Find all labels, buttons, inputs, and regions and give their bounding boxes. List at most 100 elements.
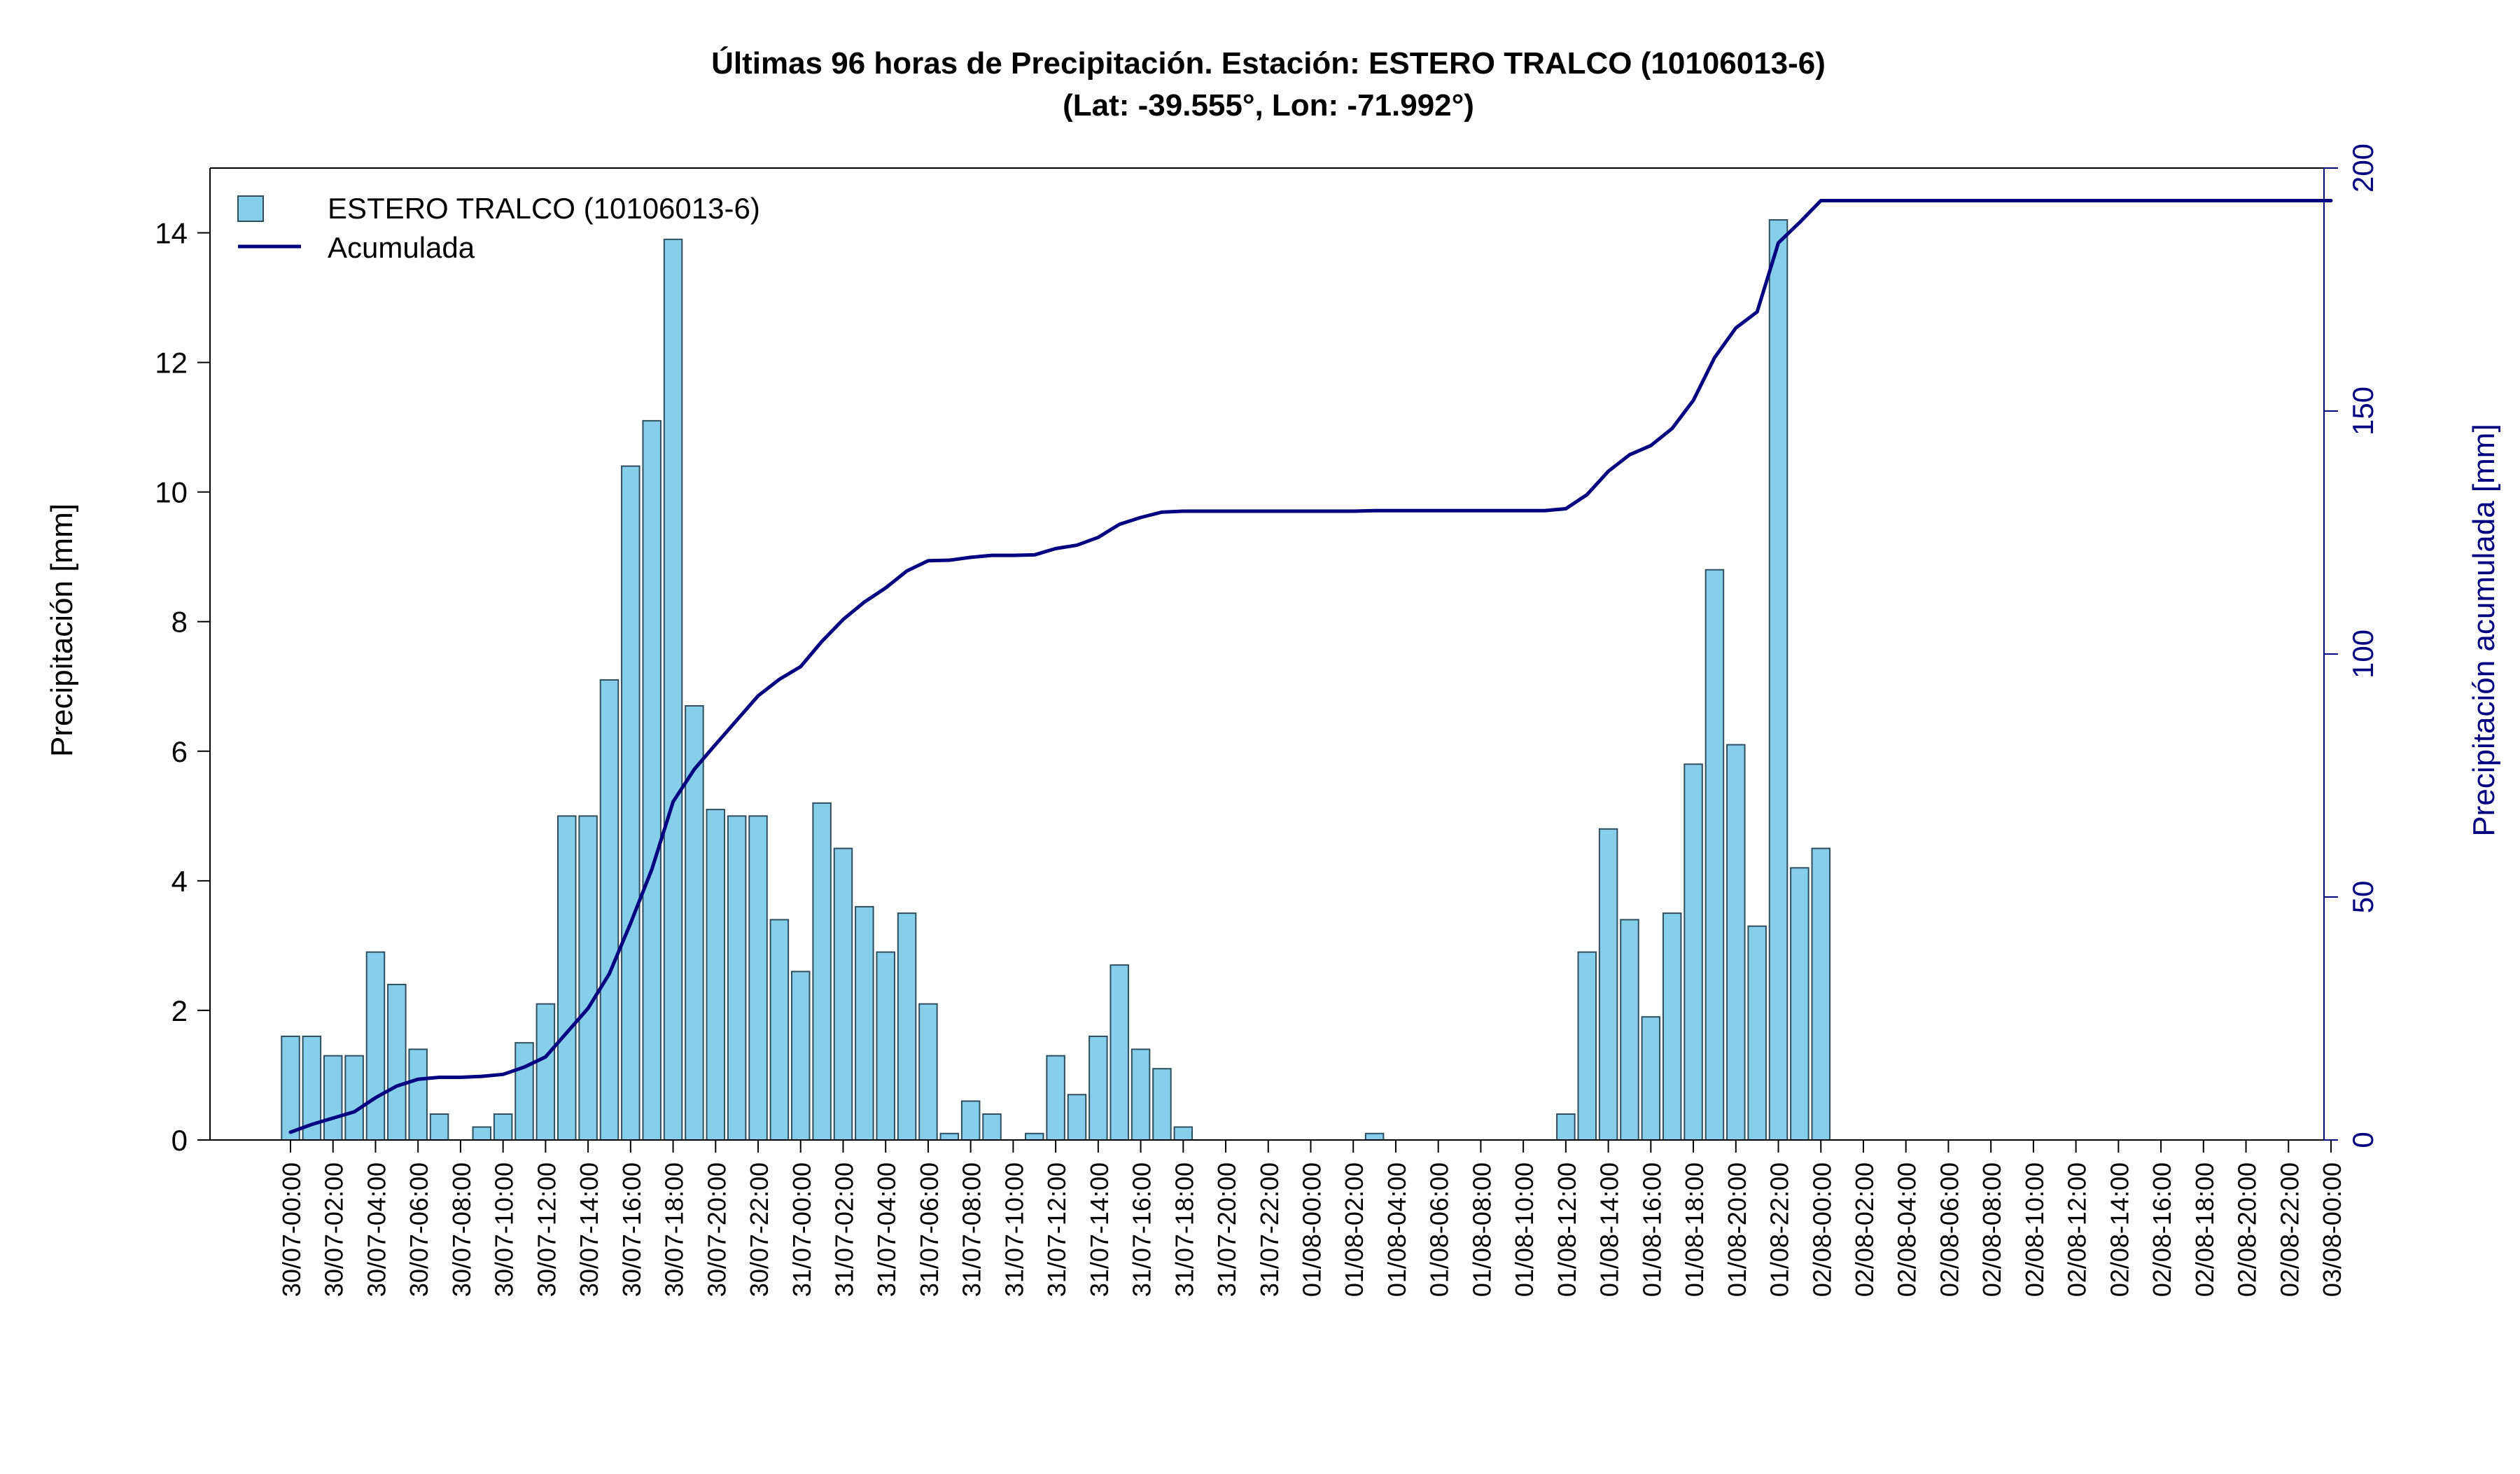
x-tick-label: 01/08-10:00 bbox=[1510, 1162, 1539, 1297]
y-tick-label: 12 bbox=[155, 347, 188, 380]
x-tick-label: 30/07-12:00 bbox=[532, 1162, 561, 1297]
precip-bar bbox=[1790, 867, 1809, 1141]
x-tick-label: 02/08-14:00 bbox=[2105, 1162, 2134, 1297]
y2-tick-label: 150 bbox=[2346, 387, 2379, 436]
precip-bar bbox=[429, 1113, 449, 1141]
x-tick-label: 30/07-04:00 bbox=[362, 1162, 391, 1297]
x-tick-label: 02/08-04:00 bbox=[1893, 1162, 1921, 1297]
x-tick-label: 02/08-20:00 bbox=[2233, 1162, 2262, 1297]
line-layer bbox=[288, 199, 2333, 1134]
chart-subtitle: (Lat: -39.555°, Lon: -71.992°) bbox=[1063, 88, 1474, 123]
x-tick-label: 30/07-18:00 bbox=[660, 1162, 689, 1297]
precip-bar bbox=[1620, 919, 1639, 1141]
precip-bar bbox=[706, 809, 726, 1141]
x-tick-label: 02/08-06:00 bbox=[1935, 1162, 1963, 1297]
x-tick-label: 01/08-22:00 bbox=[1765, 1162, 1794, 1297]
precip-bar bbox=[1130, 1048, 1151, 1141]
precip-bar bbox=[1811, 847, 1831, 1141]
y-tick-label: 4 bbox=[172, 865, 188, 898]
x-tick-label: 31/07-18:00 bbox=[1170, 1162, 1198, 1297]
precip-bar bbox=[1556, 1113, 1576, 1141]
precip-bar bbox=[1088, 1035, 1108, 1141]
x-tick-label: 31/07-22:00 bbox=[1255, 1162, 1284, 1297]
x-tick-label: 31/07-14:00 bbox=[1085, 1162, 1114, 1297]
precip-bar bbox=[387, 983, 407, 1141]
y2-tick-label: 200 bbox=[2346, 144, 2379, 193]
precip-bar bbox=[982, 1113, 1002, 1141]
precip-bar bbox=[1025, 1132, 1044, 1141]
x-tick-label: 01/08-18:00 bbox=[1680, 1162, 1709, 1297]
precip-bar bbox=[1067, 1094, 1087, 1141]
x-tick-label: 02/08-12:00 bbox=[2063, 1162, 2092, 1297]
x-tick-label: 31/07-12:00 bbox=[1042, 1162, 1071, 1297]
x-tick-label: 01/08-12:00 bbox=[1553, 1162, 1581, 1297]
precip-bar bbox=[536, 1003, 556, 1141]
precip-bar bbox=[556, 815, 577, 1141]
precip-bar bbox=[472, 1126, 492, 1141]
x-tick-label: 02/08-00:00 bbox=[1807, 1162, 1836, 1297]
x-tick-label: 31/07-00:00 bbox=[788, 1162, 816, 1297]
precip-bar bbox=[408, 1048, 428, 1141]
y-tick-label: 6 bbox=[172, 735, 188, 768]
y-tick-label: 14 bbox=[155, 217, 188, 250]
x-tick-label: 01/08-00:00 bbox=[1298, 1162, 1326, 1297]
y2-tick-label: 50 bbox=[2346, 881, 2379, 914]
y-tick-label: 0 bbox=[172, 1124, 188, 1157]
x-tick-label: 31/07-20:00 bbox=[1212, 1162, 1241, 1297]
precip-bar bbox=[876, 951, 895, 1141]
precip-bar bbox=[769, 919, 790, 1141]
precip-bar bbox=[599, 679, 620, 1141]
x-tick-label: 30/07-02:00 bbox=[320, 1162, 349, 1297]
x-tick-label: 30/07-14:00 bbox=[575, 1162, 603, 1297]
x-tick-label: 03/08-00:00 bbox=[2318, 1162, 2346, 1297]
x-tick-label: 01/08-06:00 bbox=[1425, 1162, 1454, 1297]
y-tick-label: 2 bbox=[172, 994, 188, 1027]
bars-layer bbox=[281, 219, 1831, 1141]
precip-bar bbox=[663, 238, 683, 1141]
x-tick-label: 01/08-04:00 bbox=[1382, 1162, 1411, 1297]
precip-bar bbox=[1173, 1126, 1194, 1141]
x-tick-label: 30/07-10:00 bbox=[490, 1162, 519, 1297]
precip-bar bbox=[1704, 569, 1725, 1141]
precip-bar bbox=[514, 1042, 534, 1141]
precip-bar bbox=[791, 971, 811, 1141]
precip-bar bbox=[1684, 763, 1703, 1141]
x-tick-label: 01/08-16:00 bbox=[1637, 1162, 1666, 1297]
x-tick-label: 30/07-22:00 bbox=[745, 1162, 774, 1297]
legend-bar-swatch bbox=[237, 195, 264, 222]
y-axis-label: Precipitación [mm] bbox=[45, 503, 79, 757]
x-tick-label: 02/08-10:00 bbox=[2020, 1162, 2049, 1297]
x-tick-label: 30/07-06:00 bbox=[405, 1162, 433, 1297]
x-tick-label: 31/07-08:00 bbox=[958, 1162, 986, 1297]
precip-bar bbox=[1768, 219, 1788, 1141]
precip-bar bbox=[1110, 964, 1129, 1141]
precip-bar bbox=[727, 815, 747, 1141]
x-tick-label: 02/08-18:00 bbox=[2190, 1162, 2219, 1297]
precip-bar bbox=[1598, 828, 1618, 1141]
x-tick-label: 30/07-16:00 bbox=[617, 1162, 646, 1297]
precip-bar bbox=[1662, 912, 1682, 1141]
x-tick-label: 31/07-10:00 bbox=[1000, 1162, 1028, 1297]
x-tick-label: 31/07-02:00 bbox=[830, 1162, 858, 1297]
x-tick-label: 01/08-20:00 bbox=[1723, 1162, 1751, 1297]
accumulated-line bbox=[288, 199, 2333, 1134]
x-tick-label: 31/07-04:00 bbox=[872, 1162, 901, 1297]
precip-bar bbox=[344, 1055, 364, 1141]
x-tick-label: 02/08-08:00 bbox=[1977, 1162, 2006, 1297]
x-tick-label: 01/08-08:00 bbox=[1467, 1162, 1496, 1297]
precip-bar bbox=[281, 1035, 300, 1141]
precip-bar bbox=[1577, 951, 1597, 1141]
precip-bar bbox=[365, 951, 386, 1141]
precip-bar bbox=[1641, 1016, 1661, 1141]
chart-title: Últimas 96 horas de Precipitación. Estac… bbox=[711, 46, 1826, 81]
x-tick-label: 30/07-20:00 bbox=[702, 1162, 731, 1297]
axes-layer: 0 2 4 6 8 10 12 14 0 50 100 150 200 30/07-00:00 30/07-… bbox=[155, 144, 2379, 1297]
precip-bar bbox=[1747, 925, 1767, 1141]
legend-line-label: Acumulada bbox=[328, 231, 475, 264]
legend-bar-label: ESTERO TRALCO (10106013-6) bbox=[328, 192, 760, 225]
precip-bar bbox=[1726, 744, 1746, 1141]
x-tick-label: 02/08-22:00 bbox=[2275, 1162, 2304, 1297]
x-tick-label: 02/08-02:00 bbox=[1850, 1162, 1879, 1297]
y2-tick-label: 0 bbox=[2346, 1132, 2379, 1148]
